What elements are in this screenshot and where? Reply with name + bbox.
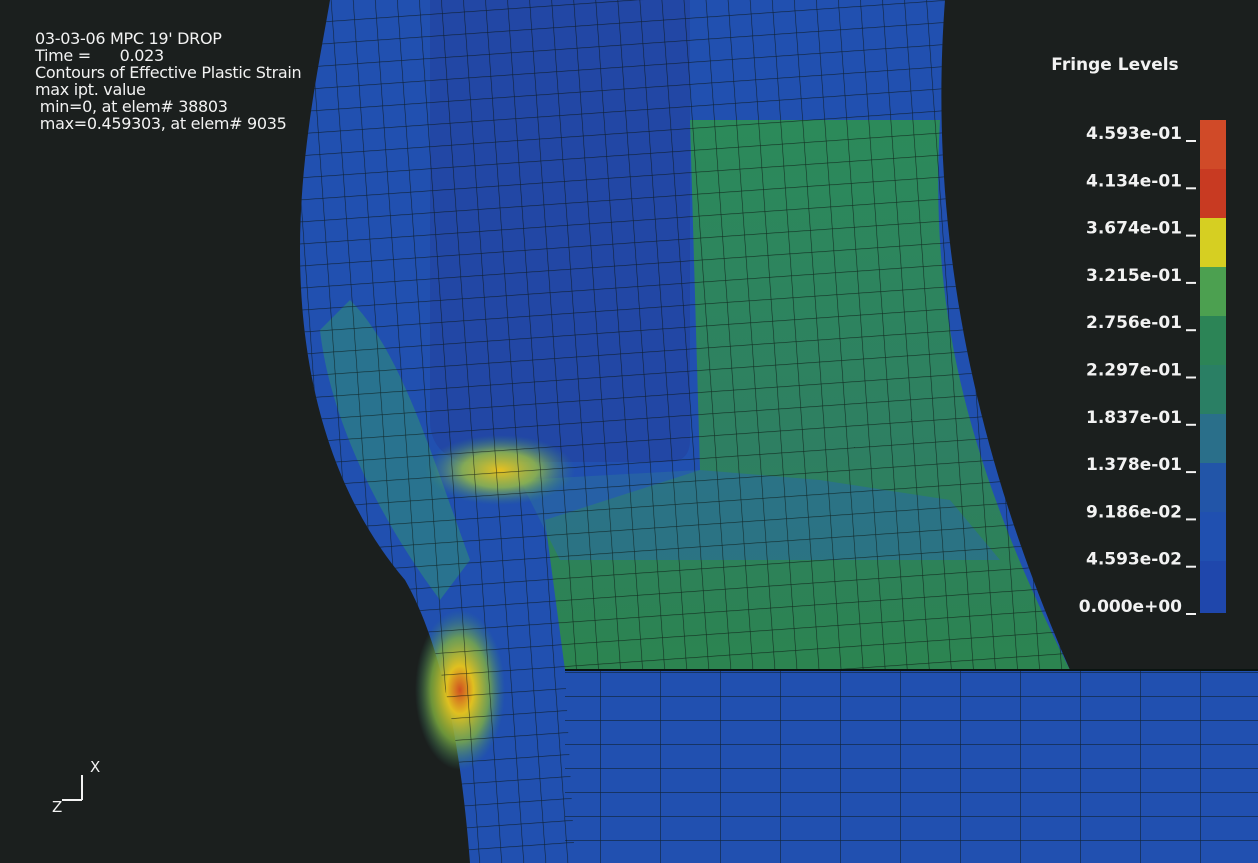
header-line: max=0.459303, at elem# 9035 [35,114,287,133]
level-label: 3.674e-01 [1086,219,1182,239]
header-line: Contours of Effective Plastic Strain [35,63,301,82]
level-label: 3.215e-01 [1086,266,1182,286]
colorbar [1200,120,1226,613]
triad-z: Z [52,798,62,816]
level-label: 2.756e-01 [1086,313,1182,333]
header-line: min=0, at elem# 38803 [35,97,228,116]
level-label: 0.000e+00 [1079,597,1182,617]
axis-triad: X Z [52,758,100,816]
level-label: 4.593e-02 [1086,550,1182,570]
mesh [565,670,1258,863]
level-label: 4.134e-01 [1086,171,1182,191]
swatch [1200,365,1226,414]
level-label: 2.297e-01 [1086,361,1182,381]
triad-x: X [90,758,100,776]
swatch [1200,120,1226,169]
swatch [1200,561,1226,613]
level-label: 9.186e-02 [1086,502,1182,522]
level-label: 4.593e-01 [1086,124,1182,144]
swatch [1200,512,1226,561]
swatch [1200,414,1226,463]
swatch [1200,316,1226,365]
mesh [300,0,1070,863]
swatch [1200,463,1226,512]
model [300,0,1258,863]
header-line: max ipt. value [35,80,146,99]
level-label: 1.378e-01 [1086,455,1182,475]
swatch [1200,267,1226,316]
legend-title: Fringe Levels [1051,55,1178,75]
level-label: 1.837e-01 [1086,408,1182,428]
swatch [1200,169,1226,218]
header-line: Time = 0.023 [34,46,164,65]
swatch [1200,218,1226,267]
legend-levels: 4.593e-01 4.134e-01 3.674e-01 3.215e-01 2.75… [1079,124,1196,617]
header-line: 03-03-06 MPC 19' DROP [35,29,222,48]
